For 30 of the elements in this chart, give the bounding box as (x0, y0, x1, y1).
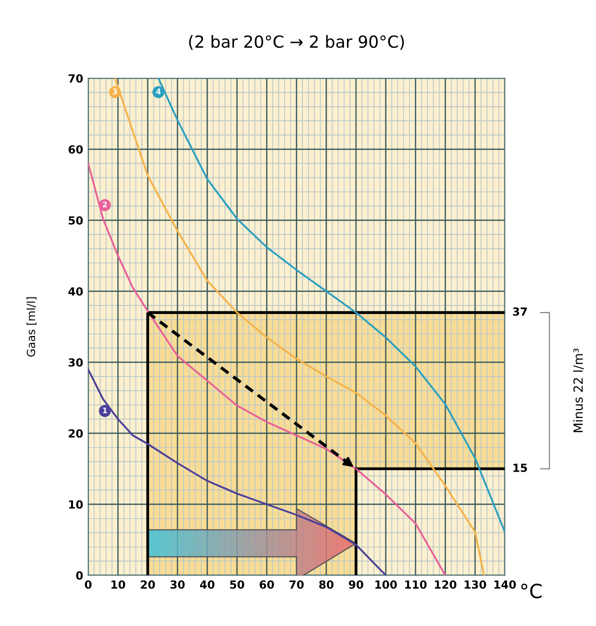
ref-line-label: 15 (514, 464, 527, 472)
y-tick-label: 70 (68, 74, 83, 83)
x-tick-label: 50 (230, 580, 244, 589)
y-tick-label: 0 (76, 571, 83, 580)
y-tick-label: 10 (69, 500, 83, 509)
x-tick-label: 100 (375, 580, 397, 589)
x-tick-label: 40 (200, 580, 214, 589)
x-tick-label: 0 (84, 580, 92, 589)
y-tick-label: 50 (68, 216, 83, 225)
x-tick-label: 140 (494, 580, 516, 589)
y-tick-label: 40 (68, 287, 83, 296)
x-tick-label: 80 (319, 580, 334, 589)
x-tick-label: 90 (348, 580, 364, 589)
y-tick-label: 30 (68, 358, 83, 367)
x-tick-label: 110 (405, 580, 427, 589)
y-axis-title: Gaas [ml/l] (26, 297, 36, 357)
x-tick-label: 70 (290, 580, 304, 589)
x-tick-label: 120 (434, 580, 456, 589)
y-tick-label: 20 (68, 429, 83, 438)
x-tick-label: 20 (140, 580, 155, 589)
x-axis-title: °C (521, 584, 542, 598)
y-tick-label: 60 (68, 145, 83, 154)
ref-line-label: 37 (512, 307, 527, 316)
x-tick-label: 30 (170, 580, 185, 589)
x-tick-label: 10 (111, 580, 126, 589)
chart-title: (2 bar 20°C → 2 bar 90°C) (189, 35, 404, 50)
x-tick-label: 130 (464, 580, 486, 589)
text: Minus 22 l/m³ (573, 348, 584, 432)
x-tick-label: 60 (260, 580, 274, 589)
line-series (88, 368, 387, 576)
